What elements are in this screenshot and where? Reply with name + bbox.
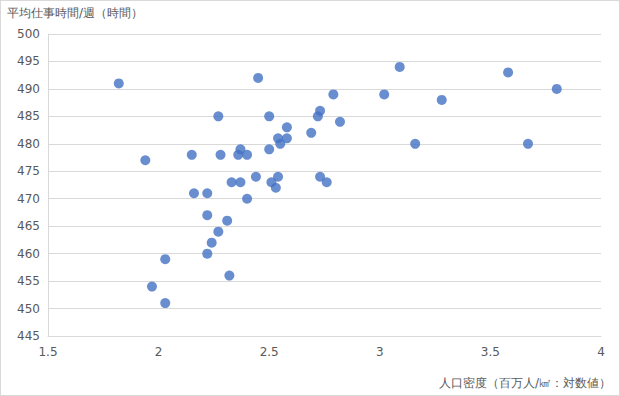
svg-text:500: 500 [17, 27, 40, 41]
svg-text:445: 445 [17, 329, 40, 343]
svg-text:475: 475 [17, 164, 40, 178]
svg-text:465: 465 [17, 219, 40, 233]
svg-text:1.5: 1.5 [38, 345, 57, 359]
svg-text:470: 470 [17, 192, 40, 206]
svg-text:平均仕事時間/週（時間）: 平均仕事時間/週（時間） [7, 6, 143, 20]
svg-text:480: 480 [17, 137, 40, 151]
svg-text:2: 2 [155, 345, 163, 359]
svg-text:4: 4 [597, 345, 605, 359]
svg-text:人口密度（百万人/㎢：対数値）: 人口密度（百万人/㎢：対数値） [439, 376, 611, 390]
svg-text:455: 455 [17, 274, 40, 288]
svg-text:3: 3 [376, 345, 384, 359]
svg-text:450: 450 [17, 302, 40, 316]
svg-text:495: 495 [17, 54, 40, 68]
svg-text:2.5: 2.5 [260, 345, 279, 359]
svg-text:485: 485 [17, 109, 40, 123]
svg-text:490: 490 [17, 82, 40, 96]
svg-text:3.5: 3.5 [481, 345, 500, 359]
svg-text:460: 460 [17, 247, 40, 261]
